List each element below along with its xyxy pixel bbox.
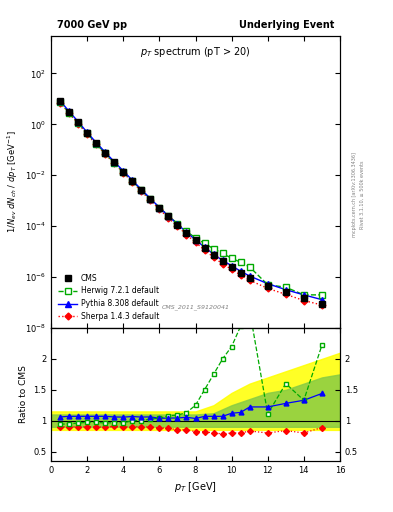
Y-axis label: $1/N_{ev}\ dN_{ch}\ /\ dp_T\ [\mathrm{GeV}^{-1}]$: $1/N_{ev}\ dN_{ch}\ /\ dp_T\ [\mathrm{Ge…: [5, 131, 20, 233]
X-axis label: $p_T$ [GeV]: $p_T$ [GeV]: [174, 480, 217, 494]
Text: $p_T$ spectrum (pT > 20): $p_T$ spectrum (pT > 20): [140, 45, 251, 58]
Y-axis label: Ratio to CMS: Ratio to CMS: [18, 366, 28, 423]
Legend: CMS, Herwig 7.2.1 default, Pythia 8.308 default, Sherpa 1.4.3 default: CMS, Herwig 7.2.1 default, Pythia 8.308 …: [55, 271, 162, 324]
Text: 7000 GeV pp: 7000 GeV pp: [57, 20, 127, 30]
Text: mcplots.cern.ch [arXiv:1306.3436]: mcplots.cern.ch [arXiv:1306.3436]: [352, 152, 357, 237]
Text: Rivet 3.1.10, ≥ 500k events: Rivet 3.1.10, ≥ 500k events: [360, 160, 365, 229]
Text: Underlying Event: Underlying Event: [239, 20, 334, 30]
Text: CMS_2011_S9120041: CMS_2011_S9120041: [162, 305, 230, 310]
